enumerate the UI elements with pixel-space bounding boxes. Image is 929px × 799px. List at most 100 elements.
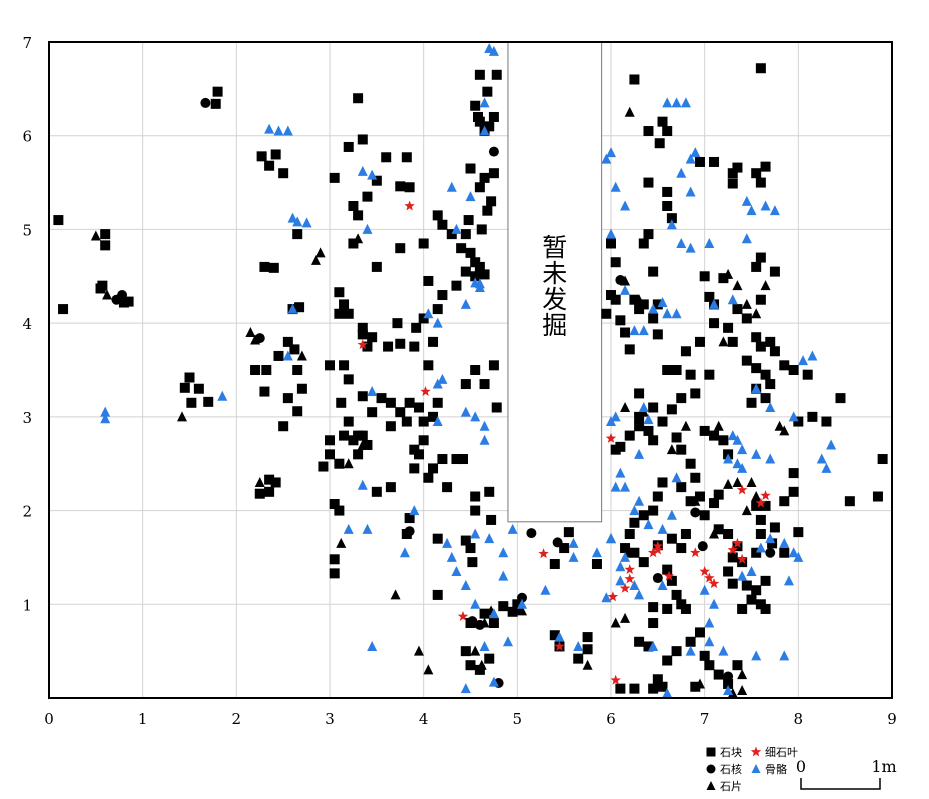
stone-block-point	[292, 406, 303, 417]
flake-point	[336, 537, 347, 548]
stone-block-point	[336, 397, 347, 408]
stone-block-point	[470, 505, 481, 516]
stone-block-point	[685, 636, 696, 647]
bone-point	[343, 523, 354, 534]
flake-point	[666, 444, 677, 455]
stone-block-point	[476, 224, 487, 235]
scale-start-label: 0	[796, 757, 806, 776]
stone-block-point	[488, 618, 499, 629]
stone-block-point	[479, 172, 490, 183]
bone-point	[629, 505, 640, 516]
stone-block-point	[451, 280, 462, 291]
stone-block-point	[573, 653, 584, 664]
stone-block-point	[760, 603, 771, 614]
stone-block-point	[418, 435, 429, 446]
stone-block-point	[765, 379, 776, 390]
stone-block-point	[779, 496, 790, 507]
flake-point	[343, 458, 354, 469]
stone-block-point	[751, 332, 762, 343]
x-tick-label: 5	[513, 710, 523, 728]
bone-point	[671, 97, 682, 108]
stone-block-point	[709, 156, 720, 167]
stone-block-point	[643, 641, 654, 652]
stone-block-point	[615, 315, 626, 326]
bone-point	[648, 303, 659, 314]
bone-point	[638, 325, 649, 336]
stone-block-point	[648, 602, 659, 613]
bone-point	[479, 434, 490, 445]
flake-point	[245, 327, 256, 338]
stone-block-point	[465, 163, 476, 174]
bone-point	[484, 533, 495, 544]
y-tick-label: 5	[22, 221, 32, 239]
bone-point	[488, 676, 499, 687]
stone-block-point	[624, 529, 635, 539]
stone-block-point	[760, 393, 771, 404]
stone-block-point	[624, 344, 635, 355]
stone-block-point	[718, 273, 729, 284]
stone-block-point	[680, 603, 691, 614]
microblade-point	[699, 565, 710, 576]
stone-block-point	[652, 299, 663, 310]
microblade-point	[736, 484, 748, 495]
stone-block-point	[755, 177, 766, 188]
y-tick-label: 6	[22, 128, 32, 146]
stone-block-point	[723, 678, 734, 689]
flake-point	[737, 669, 748, 680]
stone-block-point	[367, 407, 378, 418]
bone-point	[732, 458, 743, 469]
stone-block-point	[666, 213, 677, 224]
stone-block-point	[353, 430, 364, 441]
microblade-point	[420, 386, 431, 396]
stone-block-point	[676, 543, 687, 554]
stone-block-point	[210, 98, 221, 109]
stone-block-point	[723, 529, 734, 539]
stone-block-point	[877, 454, 888, 465]
stone-block-point	[371, 486, 382, 497]
stone-block-point	[264, 474, 275, 485]
bone-point	[685, 242, 696, 253]
unexcavated-box	[507, 41, 603, 523]
stone-block-point	[751, 547, 762, 558]
stone-block-point	[760, 369, 771, 380]
bone-point	[399, 547, 410, 558]
stone-block-point	[292, 229, 303, 240]
bone-point	[606, 533, 616, 544]
core-point	[723, 671, 734, 682]
bone-point	[367, 640, 378, 651]
stone-block-point	[559, 543, 570, 554]
stone-block-point	[353, 210, 364, 221]
microblade-point	[605, 432, 617, 443]
bone-point	[357, 479, 368, 490]
bone-point	[723, 453, 734, 464]
stone-block-point	[634, 411, 645, 422]
flake-point	[751, 308, 762, 319]
flake-point	[723, 478, 734, 489]
stone-block-point	[704, 291, 715, 302]
stone-block-point	[713, 524, 724, 535]
bone-point	[765, 533, 776, 544]
stone-block-point	[498, 601, 509, 612]
stone-block-point	[732, 162, 743, 173]
stone-block-point	[250, 365, 261, 375]
core-point	[200, 97, 211, 108]
stone-block-point	[769, 522, 780, 533]
bone-point	[446, 181, 457, 192]
flake-point	[709, 528, 720, 539]
stone-block-point	[666, 575, 677, 586]
bone-point	[460, 683, 471, 694]
microblade-point	[652, 540, 664, 551]
bone-point	[479, 640, 490, 651]
bone-point	[479, 125, 490, 136]
stone-block-point	[418, 416, 429, 427]
stone-block-point	[432, 210, 443, 221]
stone-block-point	[465, 247, 476, 258]
bone-point	[610, 481, 621, 492]
stone-block-point	[329, 499, 340, 510]
flake-point	[690, 495, 701, 506]
x-tick-label: 4	[419, 710, 429, 728]
stone-block-point	[362, 439, 373, 450]
x-tick-label: 0	[44, 710, 54, 728]
stone-block-point	[685, 496, 696, 507]
